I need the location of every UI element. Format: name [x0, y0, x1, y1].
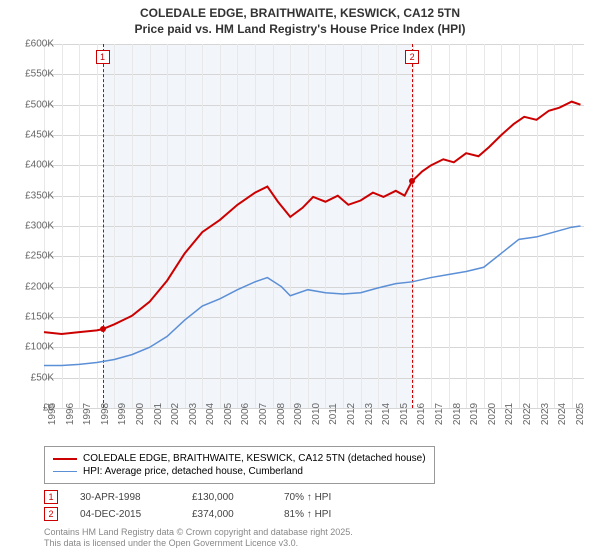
title-line-1: COLEDALE EDGE, BRAITHWAITE, KESWICK, CA1…: [0, 6, 600, 22]
y-tick-label: £600K: [14, 39, 54, 50]
x-tick-label: 2002: [170, 403, 181, 425]
annotation-delta: 70% ↑ HPI: [284, 492, 331, 503]
series-line-hpi: [44, 226, 580, 366]
x-tick-label: 2015: [399, 403, 410, 425]
y-tick-label: £300K: [14, 221, 54, 232]
y-tick-label: £50K: [14, 372, 54, 383]
x-tick-label: 2006: [240, 403, 251, 425]
annotation-table: 1 30-APR-1998 £130,000 70% ↑ HPI 2 04-DEC-201…: [44, 490, 584, 521]
x-tick-label: 2022: [522, 403, 533, 425]
legend-label-hpi: HPI: Average price, detached house, Cumb…: [83, 466, 303, 477]
y-tick-label: £500K: [14, 99, 54, 110]
x-tick-label: 1998: [100, 403, 111, 425]
footnote-line-1: Contains HM Land Registry data © Crown c…: [44, 527, 584, 538]
legend-label-property: COLEDALE EDGE, BRAITHWAITE, KESWICK, CA1…: [83, 453, 426, 464]
x-tick-label: 2008: [276, 403, 287, 425]
x-tick-label: 2010: [311, 403, 322, 425]
x-tick-label: 1999: [117, 403, 128, 425]
annotation-date: 30-APR-1998: [80, 492, 170, 503]
x-tick-label: 2004: [205, 403, 216, 425]
x-tick-label: 2005: [223, 403, 234, 425]
x-tick-label: 2007: [258, 403, 269, 425]
y-tick-label: £400K: [14, 160, 54, 171]
x-tick-label: 2024: [557, 403, 568, 425]
annotation-price: £374,000: [192, 509, 262, 520]
x-tick-label: 2013: [364, 403, 375, 425]
annotation-date: 04-DEC-2015: [80, 509, 170, 520]
x-tick-label: 2000: [135, 403, 146, 425]
x-tick-label: 2009: [293, 403, 304, 425]
annotation-row-2: 2 04-DEC-2015 £374,000 81% ↑ HPI: [44, 507, 584, 521]
y-tick-label: £250K: [14, 251, 54, 262]
legend-row-hpi: HPI: Average price, detached house, Cumb…: [53, 466, 426, 477]
legend-row-property: COLEDALE EDGE, BRAITHWAITE, KESWICK, CA1…: [53, 453, 426, 464]
chart-title: COLEDALE EDGE, BRAITHWAITE, KESWICK, CA1…: [0, 0, 600, 39]
x-tick-label: 2014: [381, 403, 392, 425]
x-tick-label: 2020: [487, 403, 498, 425]
y-tick-label: £100K: [14, 342, 54, 353]
series-line-property: [44, 102, 580, 334]
y-tick-label: £150K: [14, 312, 54, 323]
footnote: Contains HM Land Registry data © Crown c…: [44, 527, 584, 550]
x-tick-label: 2018: [452, 403, 463, 425]
x-tick-label: 2012: [346, 403, 357, 425]
x-tick-label: 2019: [469, 403, 480, 425]
annotation-delta: 81% ↑ HPI: [284, 509, 331, 520]
title-line-2: Price paid vs. HM Land Registry's House …: [0, 22, 600, 38]
x-tick-label: 2001: [153, 403, 164, 425]
legend-swatch-property: [53, 458, 77, 460]
x-tick-label: 2017: [434, 403, 445, 425]
x-tick-label: 1995: [47, 403, 58, 425]
legend-box: COLEDALE EDGE, BRAITHWAITE, KESWICK, CA1…: [44, 446, 435, 484]
x-tick-label: 2011: [328, 403, 339, 425]
x-tick-label: 1996: [65, 403, 76, 425]
y-tick-label: £550K: [14, 69, 54, 80]
y-tick-label: £350K: [14, 190, 54, 201]
annotation-marker-1: 1: [44, 490, 58, 504]
x-tick-label: 2025: [575, 403, 586, 425]
x-tick-label: 1997: [82, 403, 93, 425]
chart-plot-area: 12: [44, 44, 584, 408]
y-tick-label: £200K: [14, 281, 54, 292]
x-tick-label: 2021: [504, 403, 515, 425]
legend-and-annotations: COLEDALE EDGE, BRAITHWAITE, KESWICK, CA1…: [44, 446, 584, 550]
x-tick-label: 2023: [540, 403, 551, 425]
legend-swatch-hpi: [53, 471, 77, 472]
annotation-price: £130,000: [192, 492, 262, 503]
y-tick-label: £450K: [14, 130, 54, 141]
x-tick-label: 2016: [416, 403, 427, 425]
footnote-line-2: This data is licensed under the Open Gov…: [44, 538, 584, 549]
annotation-row-1: 1 30-APR-1998 £130,000 70% ↑ HPI: [44, 490, 584, 504]
chart-lines-svg: [44, 44, 584, 408]
annotation-marker-2: 2: [44, 507, 58, 521]
x-tick-label: 2003: [188, 403, 199, 425]
